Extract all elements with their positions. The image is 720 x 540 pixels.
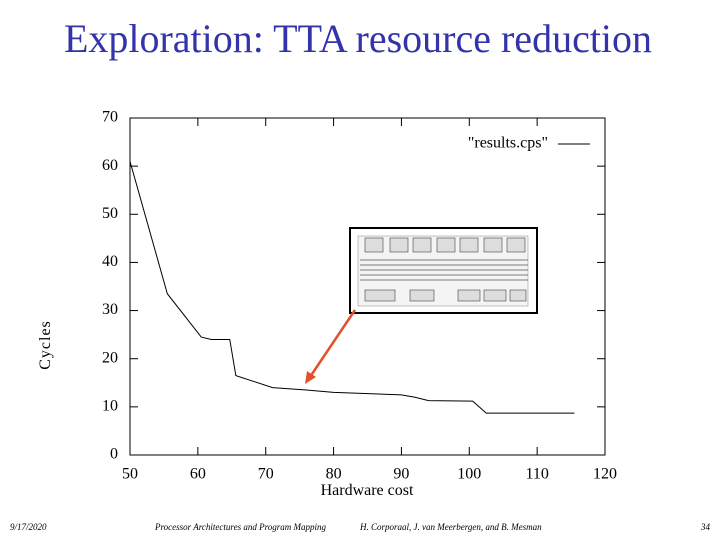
x-tick-label: 90 <box>393 466 409 483</box>
x-axis-label: Hardware cost <box>321 482 414 499</box>
inset-diagram <box>349 227 538 314</box>
y-tick-label: 0 <box>110 446 118 463</box>
x-tick-label: 80 <box>326 466 342 483</box>
footer-date: 9/17/2020 <box>10 522 47 532</box>
y-tick-label: 50 <box>102 205 118 222</box>
arrow-head <box>305 371 316 384</box>
x-tick-label: 100 <box>457 466 481 483</box>
y-tick-label: 70 <box>102 109 118 126</box>
slide-title: Exploration: TTA resource reduction <box>64 16 652 61</box>
y-axis-label: Cycles <box>37 320 54 370</box>
footer-page: 34 <box>700 522 711 532</box>
y-tick-label: 40 <box>102 253 118 270</box>
footer-course: Processor Architectures and Program Mapp… <box>154 522 326 532</box>
y-tick-label: 60 <box>102 157 118 174</box>
legend-label: "results.cps" <box>468 135 548 152</box>
pointer-arrow <box>308 309 357 378</box>
plot-frame <box>129 117 606 456</box>
x-tick-label: 50 <box>122 466 138 483</box>
x-tick-label: 120 <box>593 466 617 483</box>
x-tick-label: 70 <box>258 466 274 483</box>
x-tick-label: 110 <box>525 466 548 483</box>
y-tick-label: 20 <box>102 349 118 366</box>
x-tick-label: 60 <box>190 466 206 483</box>
y-tick-label: 30 <box>102 301 118 318</box>
footer-authors: H. Corporaal, J. van Meerbergen, and B. … <box>359 522 542 532</box>
data-line <box>129 161 575 414</box>
y-tick-label: 10 <box>102 398 118 415</box>
